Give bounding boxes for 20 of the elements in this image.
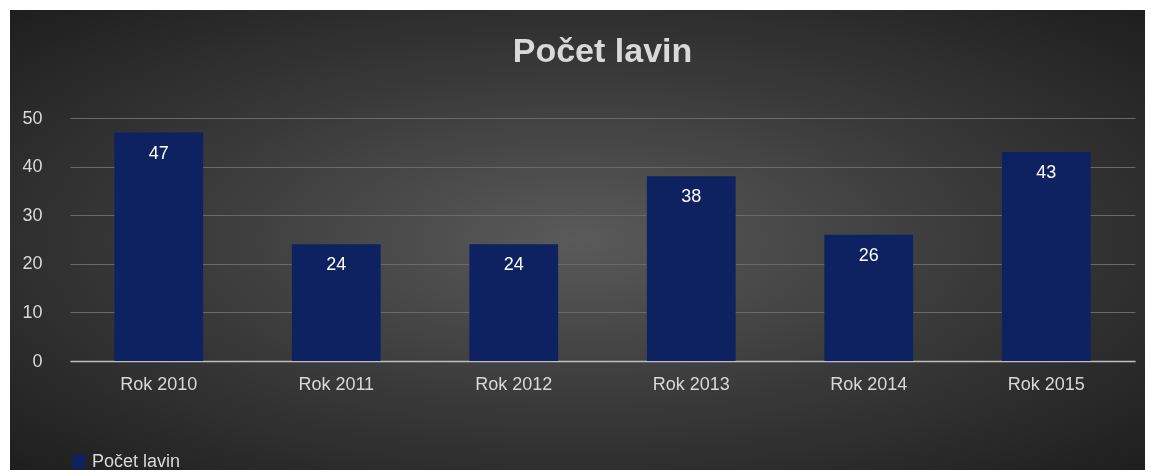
x-tick-label: Rok 2011 <box>298 373 375 394</box>
data-label: 24 <box>503 254 524 275</box>
legend-label: Počet lavin <box>92 451 181 471</box>
data-label: 24 <box>326 254 347 275</box>
y-tick-label: 50 <box>22 107 43 128</box>
x-tick-label: Rok 2014 <box>830 373 908 394</box>
data-label: 47 <box>148 142 169 163</box>
data-label: 26 <box>858 244 879 265</box>
x-tick-label: Rok 2010 <box>120 373 198 394</box>
x-tick-label: Rok 2013 <box>652 373 730 394</box>
y-tick-label: 10 <box>22 301 43 322</box>
y-tick-label: 20 <box>22 253 43 274</box>
y-tick-label: 30 <box>22 204 43 225</box>
chart-title: Počet lavin <box>512 31 693 69</box>
data-label: 38 <box>681 186 702 207</box>
x-tick-label: Rok 2012 <box>475 373 553 394</box>
y-tick-label: 0 <box>32 350 43 371</box>
x-tick-label: Rok 2015 <box>1007 373 1085 394</box>
data-label: 43 <box>1036 162 1057 183</box>
y-tick-label: 40 <box>22 156 43 177</box>
